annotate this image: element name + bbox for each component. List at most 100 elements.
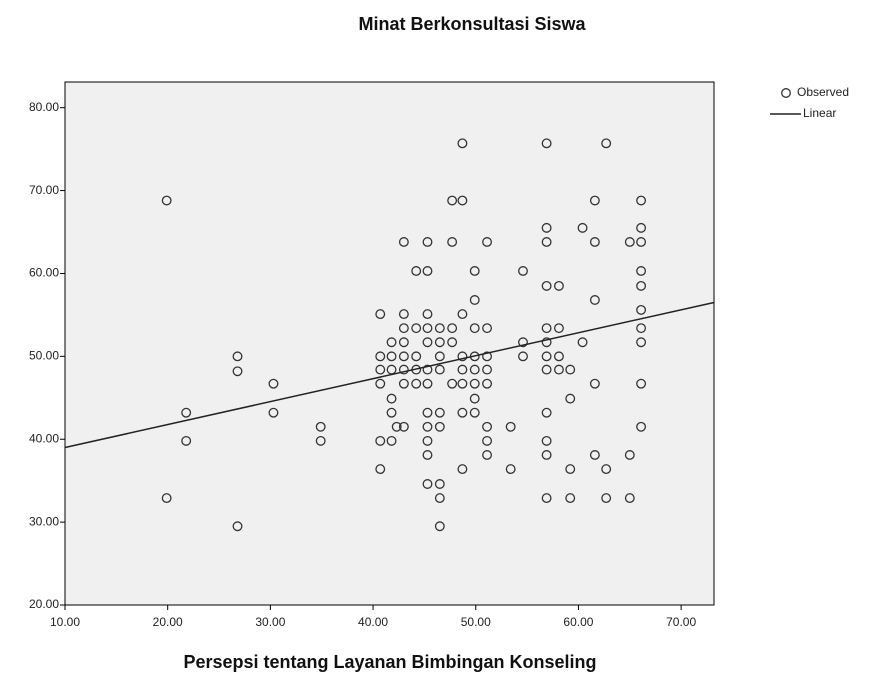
point (411, 266, 422, 276)
point (386, 337, 397, 348)
y-tick-label: 20.00 (29, 597, 59, 611)
point (541, 407, 552, 418)
point (181, 435, 192, 446)
point (434, 407, 445, 418)
point (541, 450, 552, 460)
point (565, 464, 576, 475)
point (398, 364, 409, 375)
y-tick-label: 70.00 (29, 183, 59, 197)
point (565, 393, 576, 404)
point (422, 450, 433, 460)
plot-area (64, 81, 715, 606)
point (315, 421, 326, 432)
point (601, 138, 612, 149)
point (434, 521, 445, 532)
x-tick-label: 50.00 (461, 615, 491, 629)
point (422, 479, 433, 489)
point (434, 323, 445, 334)
legend-label: Linear (803, 106, 836, 120)
point (505, 421, 516, 432)
point (541, 280, 552, 291)
point (482, 450, 493, 460)
point (386, 351, 397, 362)
legend-symbol (781, 88, 791, 98)
point (624, 493, 635, 504)
point (469, 295, 480, 305)
point (375, 364, 386, 375)
point (636, 280, 647, 291)
point (434, 337, 445, 348)
point (375, 309, 386, 320)
point (422, 407, 433, 418)
point (375, 378, 386, 389)
point (434, 364, 445, 375)
point (541, 364, 552, 375)
x-tick-label: 20.00 (153, 615, 183, 629)
point (589, 450, 600, 460)
point (469, 393, 480, 404)
point (541, 237, 552, 247)
y-tick-label: 60.00 (29, 266, 59, 280)
point (232, 351, 243, 362)
x-tick-label: 10.00 (50, 615, 80, 629)
point (422, 337, 433, 348)
point (553, 323, 564, 334)
point (268, 378, 279, 389)
point (589, 378, 600, 389)
point (518, 266, 528, 276)
legend-label: Observed (797, 85, 849, 99)
point (482, 364, 493, 375)
point (268, 407, 279, 418)
point (161, 493, 172, 504)
point (447, 237, 458, 247)
point (505, 464, 516, 475)
point (447, 337, 458, 348)
point (624, 237, 635, 247)
point (482, 237, 493, 247)
point (457, 309, 468, 320)
point (457, 378, 468, 389)
point (422, 364, 433, 375)
point (553, 351, 564, 362)
point (447, 195, 458, 206)
x-tick-label: 30.00 (255, 615, 285, 629)
fit-line (64, 301, 715, 449)
point (232, 366, 243, 377)
point (447, 323, 458, 334)
point (636, 304, 647, 315)
point (518, 351, 528, 362)
point (411, 323, 422, 334)
point (457, 464, 468, 475)
point (589, 295, 600, 305)
point (469, 266, 480, 276)
point (386, 407, 397, 418)
point (482, 421, 493, 432)
point (577, 222, 588, 233)
point (636, 378, 647, 389)
point (589, 237, 600, 247)
point (553, 364, 564, 375)
point (447, 378, 458, 389)
point (541, 493, 552, 504)
point (434, 421, 445, 432)
y-tick-label: 40.00 (29, 431, 59, 445)
point (577, 337, 588, 348)
point (601, 464, 612, 475)
y-tick-label: 50.00 (29, 349, 59, 363)
chart-title: Minat Berkonsultasi Siswa (358, 14, 586, 34)
point (636, 222, 647, 233)
point (398, 237, 409, 247)
point (553, 280, 564, 291)
point (636, 323, 647, 334)
point (457, 364, 468, 375)
point (469, 323, 480, 334)
point (541, 222, 552, 233)
point (624, 450, 635, 460)
point (636, 421, 647, 432)
point (541, 323, 552, 334)
point (482, 378, 493, 389)
point (434, 351, 445, 362)
point (422, 435, 433, 446)
point (541, 351, 552, 362)
x-axis-label: Persepsi tentang Layanan Bimbingan Konse… (183, 652, 596, 672)
